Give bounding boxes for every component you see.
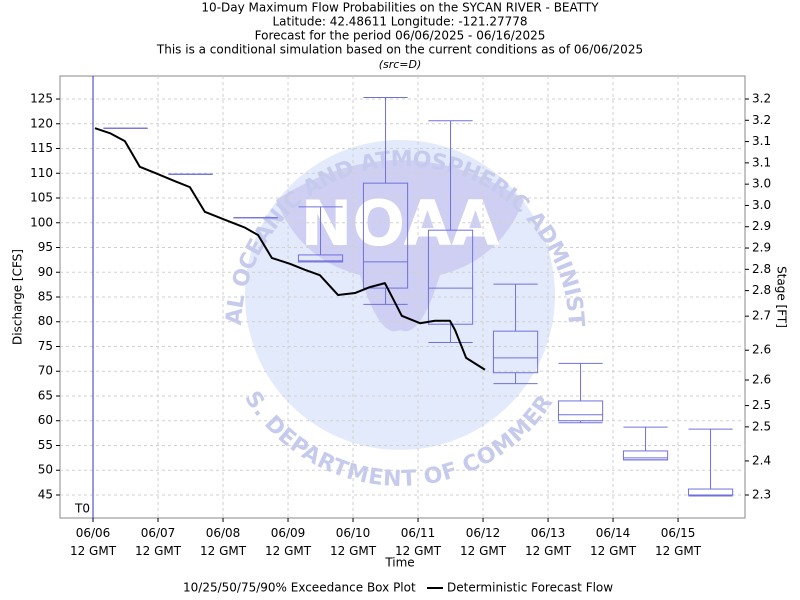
x-tick-label-line: 06/12 <box>466 526 501 540</box>
y-tick-label: 85 <box>38 290 53 304</box>
y-tick-label: 125 <box>30 92 53 106</box>
forecast-line <box>94 127 486 371</box>
box <box>362 182 409 289</box>
x-tick-label-line: 12 GMT <box>330 544 377 558</box>
subtitle: Latitude: 42.48611 Longitude: -121.27778 <box>272 15 527 29</box>
source-note: (src=D) <box>379 58 422 71</box>
y2-tick-label: 3.1 <box>752 155 771 169</box>
y-tick-label: 60 <box>38 413 53 427</box>
x-tick-label-line: 12 GMT <box>525 544 572 558</box>
y2-tick-label: 2.7 <box>752 309 771 323</box>
y-tick-label: 65 <box>38 388 53 402</box>
y-axis-title: Discharge [CFS] <box>11 249 25 345</box>
x-tick-label-line: 12 GMT <box>70 544 117 558</box>
x-tick-label: 06/09 12 GMT <box>265 526 312 558</box>
subtitle: Forecast for the period 06/06/2025 - 06/… <box>255 29 546 43</box>
watermark: NOAA NATIONAL OCEANIC AND ATMOSPHERIC AD… <box>0 0 588 492</box>
x-axis-title: Time <box>384 556 414 570</box>
y-tick-label: 110 <box>30 166 53 180</box>
box <box>557 400 604 422</box>
y-tick-label: 75 <box>38 339 53 353</box>
x-tick-label: 06/07 12 GMT <box>135 526 182 558</box>
x-tick-label-line: 06/08 <box>206 526 241 540</box>
x-tick-label: 06/10 12 GMT <box>330 526 377 558</box>
y2-tick-label: 3.2 <box>752 113 771 127</box>
watermark-logo: NOAA <box>301 187 500 260</box>
x-tick-label-line: 12 GMT <box>135 544 182 558</box>
y-tick-label: 120 <box>30 116 53 130</box>
x-tick-label-line: 06/09 <box>271 526 306 540</box>
y-tick-label: 90 <box>38 265 53 279</box>
y2-tick-label: 3.1 <box>752 134 771 148</box>
y2-tick-label: 3.0 <box>752 198 771 212</box>
x-tick-label-line: 12 GMT <box>655 544 702 558</box>
x-tick-label: 06/06 12 GMT <box>70 526 117 558</box>
x-tick-label: 06/13 12 GMT <box>525 526 572 558</box>
box <box>622 450 669 461</box>
y-tick-label: 45 <box>38 487 53 501</box>
x-tick-label-line: 12 GMT <box>265 544 312 558</box>
y-tick-label: 115 <box>30 141 53 155</box>
box <box>492 330 539 374</box>
legend-label: 10/25/50/75/90% Exceedance Box Plot <box>183 581 416 595</box>
y2-tick-label: 2.8 <box>752 283 771 297</box>
box <box>297 254 344 263</box>
x-tick-label-line: 06/15 <box>661 526 696 540</box>
y2-tick-label: 2.9 <box>752 219 771 233</box>
y-tick-label: 50 <box>38 463 53 477</box>
y-tick-label: 80 <box>38 314 53 328</box>
x-tick-label-line: 06/11 <box>401 526 436 540</box>
chart-title: 10-Day Maximum Flow Probabilities on the… <box>201 1 599 15</box>
x-tick-label-line: 12 GMT <box>460 544 507 558</box>
y2-tick-label: 2.6 <box>752 373 771 387</box>
y2-tick-label: 2.5 <box>752 419 771 433</box>
x-tick-label-line: 12 GMT <box>200 544 247 558</box>
y2-tick-label: 2.8 <box>752 262 771 276</box>
y-tick-label: 55 <box>38 438 53 452</box>
x-tick-label: 06/08 12 GMT <box>200 526 247 558</box>
x-tick-label-line: 06/14 <box>596 526 631 540</box>
y-tick-label: 100 <box>30 215 53 229</box>
x-tick-label: 06/12 12 GMT <box>460 526 507 558</box>
y-tick-label: 70 <box>38 364 53 378</box>
x-tick-label-line: 06/13 <box>531 526 566 540</box>
box <box>687 488 734 496</box>
y2-tick-label: 3.0 <box>752 177 771 191</box>
y-tick-label: 95 <box>38 240 53 254</box>
x-tick-label-line: 12 GMT <box>590 544 637 558</box>
y-tick-label: 105 <box>30 191 53 205</box>
y2-axis-title: Stage [FT] <box>775 266 789 328</box>
x-tick-label: 06/14 12 GMT <box>590 526 637 558</box>
x-tick-label-line: 06/07 <box>141 526 176 540</box>
box <box>427 229 474 325</box>
watermark-gull <box>276 160 524 332</box>
x-tick-label-line: 12 GMT <box>395 544 442 558</box>
y2-tick-label: 2.6 <box>752 343 771 357</box>
y2-tick-label: 2.5 <box>752 398 771 412</box>
y2-tick-label: 2.4 <box>752 453 771 467</box>
y2-tick-label: 3.2 <box>752 91 771 105</box>
legend: 10/25/50/75/90% Exceedance Box Plot Deter… <box>183 581 613 595</box>
y2-tick-label: 2.3 <box>752 488 771 502</box>
x-tick-label: 06/15 12 GMT <box>655 526 702 558</box>
x-tick-label: 06/11 12 GMT <box>395 526 442 558</box>
x-tick-label-line: 06/06 <box>76 526 111 540</box>
subtitle: This is a conditional simulation based o… <box>156 43 643 57</box>
y2-tick-label: 2.9 <box>752 241 771 255</box>
t0-label: T0 <box>74 502 90 516</box>
legend-label: Deterministic Forecast Flow <box>447 581 613 595</box>
x-tick-label-line: 06/10 <box>336 526 371 540</box>
